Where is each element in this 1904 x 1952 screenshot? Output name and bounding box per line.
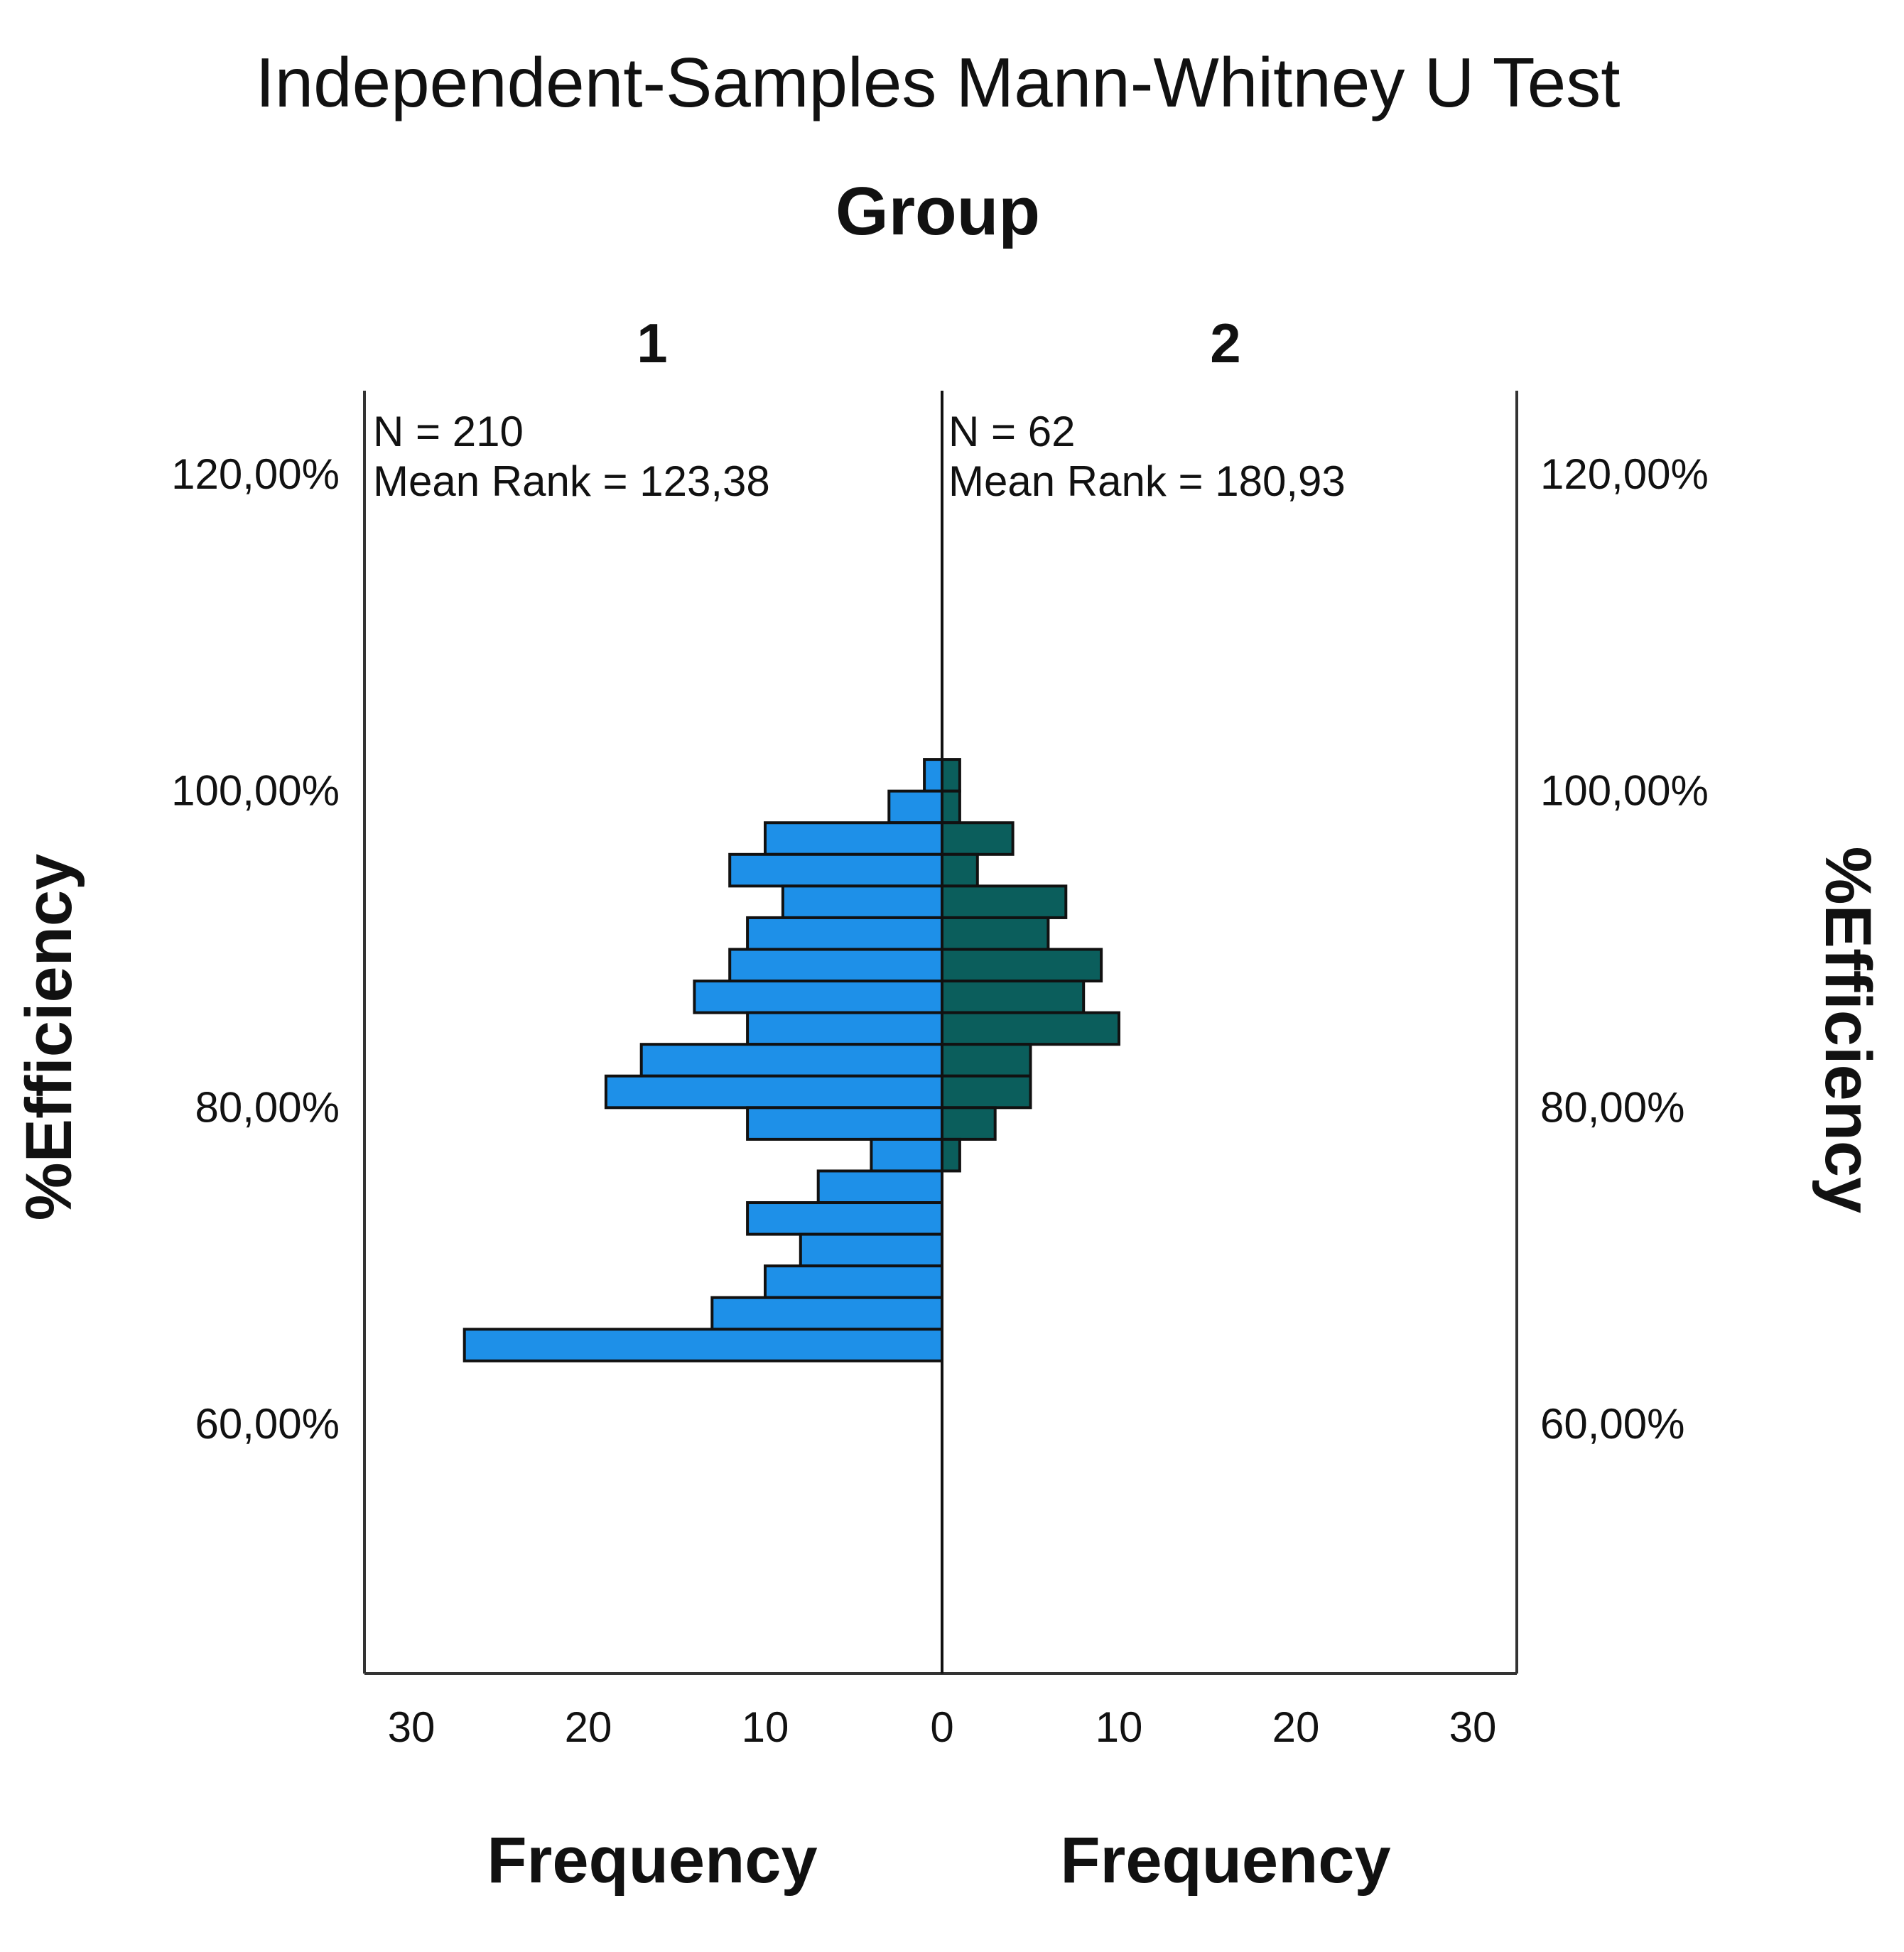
bar-group-1-10: [604, 1074, 944, 1110]
bar-group-2-3: [941, 852, 979, 888]
bar-group-1-0: [923, 758, 943, 793]
y-tick-labels-right: 60,00% 80,00% 100,00% 120,00%: [1540, 450, 1709, 1448]
bar-group-2-2: [941, 821, 1015, 856]
bar-group-1-14: [746, 1201, 943, 1236]
bar-group-1-17: [710, 1296, 943, 1331]
x-axis-title-right: Frequency: [1060, 1824, 1390, 1897]
x-tick-label-right-2: 20: [1272, 1703, 1320, 1751]
bar-group-2-8: [941, 1011, 1120, 1046]
bar-group-1-4: [781, 884, 944, 919]
bar-group-1-12: [870, 1137, 944, 1173]
y-axis-title-left: %Efficiency: [13, 854, 85, 1220]
bar-group-1-2: [764, 821, 943, 856]
bar-group-2-9: [941, 1043, 1032, 1078]
bar-group-1-1: [887, 789, 944, 825]
y-tick-label-right-2: 100,00%: [1540, 767, 1709, 815]
y-tick-labels-left: 60,00% 80,00% 100,00% 120,00%: [171, 450, 340, 1448]
bar-group-1-3: [728, 852, 943, 888]
x-tick-labels: 0 10 10 20 20 30 30: [388, 1703, 1497, 1751]
y-tick-label-left-1: 80,00%: [195, 1083, 340, 1131]
y-tick-label-left-0: 60,00%: [195, 1400, 340, 1448]
x-axis-title-left: Frequency: [487, 1824, 817, 1897]
bar-group-1-7: [693, 980, 944, 1014]
chart-title: Independent-Samples Mann-Whitney U Test: [255, 43, 1620, 121]
bar-group-2-10: [941, 1074, 1032, 1110]
bar-group-2-0: [941, 758, 961, 793]
bar-group-2-1: [941, 789, 961, 825]
bar-group-1-9: [639, 1043, 943, 1078]
group-2-mean-rank: Mean Rank = 180,93: [948, 457, 1346, 505]
x-tick-label-center-0: 0: [930, 1703, 953, 1751]
group-1-n: N = 210: [373, 408, 524, 455]
panel-label-group-1: 1: [637, 312, 667, 374]
bar-group-1-5: [746, 916, 943, 951]
bar-group-2-6: [941, 948, 1103, 983]
bar-group-1-15: [799, 1232, 944, 1268]
bar-group-1-16: [764, 1264, 943, 1299]
y-tick-label-left-3: 120,00%: [171, 450, 340, 498]
bar-group-1-6: [728, 948, 943, 983]
x-tick-label-left-1: 10: [742, 1703, 789, 1751]
panel-label-group-2: 2: [1210, 312, 1240, 374]
x-tick-label-left-3: 30: [388, 1703, 436, 1751]
bar-group-1-8: [746, 1011, 943, 1046]
group-1-mean-rank: Mean Rank = 123,38: [373, 457, 770, 505]
bar-group-1-18: [463, 1328, 943, 1362]
x-tick-label-right-3: 30: [1449, 1703, 1497, 1751]
y-axis-title-right: %Efficiency: [1812, 847, 1884, 1213]
bar-group-2-7: [941, 980, 1086, 1014]
x-tick-label-right-1: 10: [1096, 1703, 1143, 1751]
bar-group-2-12: [941, 1137, 961, 1173]
chart-subtitle: Group: [835, 173, 1040, 249]
y-tick-label-left-2: 100,00%: [171, 767, 340, 815]
bar-group-1-11: [746, 1106, 943, 1141]
y-tick-label-right-3: 120,00%: [1540, 450, 1709, 498]
y-tick-label-right-0: 60,00%: [1540, 1400, 1685, 1448]
group-2-bars: [941, 758, 1120, 1173]
bar-group-1-13: [816, 1169, 943, 1205]
bar-group-2-11: [941, 1106, 997, 1141]
group-2-n: N = 62: [948, 408, 1075, 455]
plot-frame: [363, 391, 1518, 1675]
group-1-bars: [463, 758, 944, 1362]
x-tick-label-left-2: 20: [565, 1703, 612, 1751]
bar-group-2-4: [941, 884, 1068, 919]
bar-group-2-5: [941, 916, 1050, 951]
y-tick-label-right-1: 80,00%: [1540, 1083, 1685, 1131]
